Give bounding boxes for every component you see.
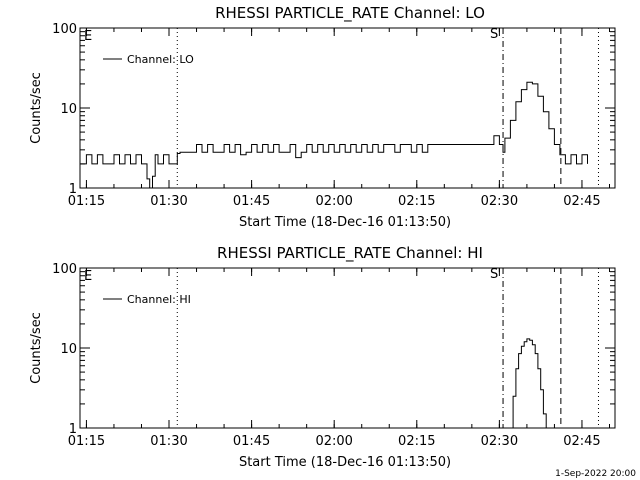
hi-x-tick-label-2: 01:45 bbox=[233, 434, 270, 449]
lo-x-tick-label-2: 01:45 bbox=[233, 194, 270, 209]
lo-y-tick-label-2: 100 bbox=[52, 22, 77, 37]
lo-axes: 01:15 01:30 01:45 02:00 02:15 02:30 02:45 1 10 10… bbox=[52, 22, 615, 209]
hi-axes: 01:15 01:30 01:45 02:00 02:15 02:30 02:45 1 10 10… bbox=[52, 262, 615, 449]
lo-x-axis-label: Start Time (18-Dec-16 01:13:50) bbox=[239, 215, 451, 230]
hi-x-tick-label-0: 01:15 bbox=[68, 434, 105, 449]
lo-series-0-line bbox=[80, 81, 588, 188]
hi-x-tick-label-3: 02:00 bbox=[315, 434, 352, 449]
lo-x-tick-label-6: 02:45 bbox=[563, 194, 600, 209]
hi-y-tick-label-2: 100 bbox=[52, 262, 77, 277]
lo-chart-title: RHESSI PARTICLE_RATE Channel: LO bbox=[215, 4, 485, 23]
hi-legend-label: Channel: HI bbox=[127, 293, 191, 306]
hi-x-tick-label-4: 02:15 bbox=[398, 434, 435, 449]
hi-e-marker-label: E bbox=[84, 269, 92, 284]
lo-y-axis-label: Counts/sec bbox=[29, 72, 44, 144]
hi-series-line bbox=[512, 338, 547, 428]
lo-x-tick-label-4: 02:15 bbox=[398, 194, 435, 209]
lo-x-tick-label-5: 02:30 bbox=[481, 194, 518, 209]
hi-x-tick-label-1: 01:30 bbox=[150, 434, 187, 449]
hi-y-axis-label: Counts/sec bbox=[29, 312, 44, 384]
lo-legend: Channel: LO bbox=[103, 53, 194, 66]
hi-channel-panel: RHESSI PARTICLE_RATE Channel: HI 01:15 01… bbox=[29, 244, 616, 470]
lo-s-marker-label: S bbox=[490, 27, 498, 42]
lo-y-tick-label-1: 10 bbox=[60, 102, 77, 117]
hi-x-axis-label: Start Time (18-Dec-16 01:13:50) bbox=[239, 455, 451, 470]
lo-vertical-markers bbox=[176, 28, 599, 188]
hi-s-marker-label: S bbox=[490, 267, 498, 282]
lo-channel-panel: RHESSI PARTICLE_RATE Channel: LO 01:15 01… bbox=[29, 4, 616, 230]
lo-series-line bbox=[80, 81, 588, 188]
hi-x-tick-label-6: 02:45 bbox=[563, 434, 600, 449]
footer-timestamp: 1-Sep-2022 20:00 bbox=[555, 469, 636, 479]
hi-y-tick-label-1: 10 bbox=[60, 342, 77, 357]
hi-chart-title: RHESSI PARTICLE_RATE Channel: HI bbox=[217, 244, 483, 263]
lo-y-tick-label-0: 1 bbox=[69, 182, 77, 197]
lo-legend-label: Channel: LO bbox=[127, 53, 194, 66]
lo-x-tick-label-3: 02:00 bbox=[315, 194, 352, 209]
hi-vertical-markers bbox=[176, 268, 599, 428]
lo-x-tick-label-1: 01:30 bbox=[150, 194, 187, 209]
hi-y-tick-label-0: 1 bbox=[69, 422, 77, 437]
lo-x-tick-label-0: 01:15 bbox=[68, 194, 105, 209]
hi-legend: Channel: HI bbox=[103, 293, 191, 306]
lo-e-marker-label: E bbox=[84, 29, 92, 44]
hi-x-tick-label-5: 02:30 bbox=[481, 434, 518, 449]
hi-series-0-line bbox=[512, 338, 547, 428]
